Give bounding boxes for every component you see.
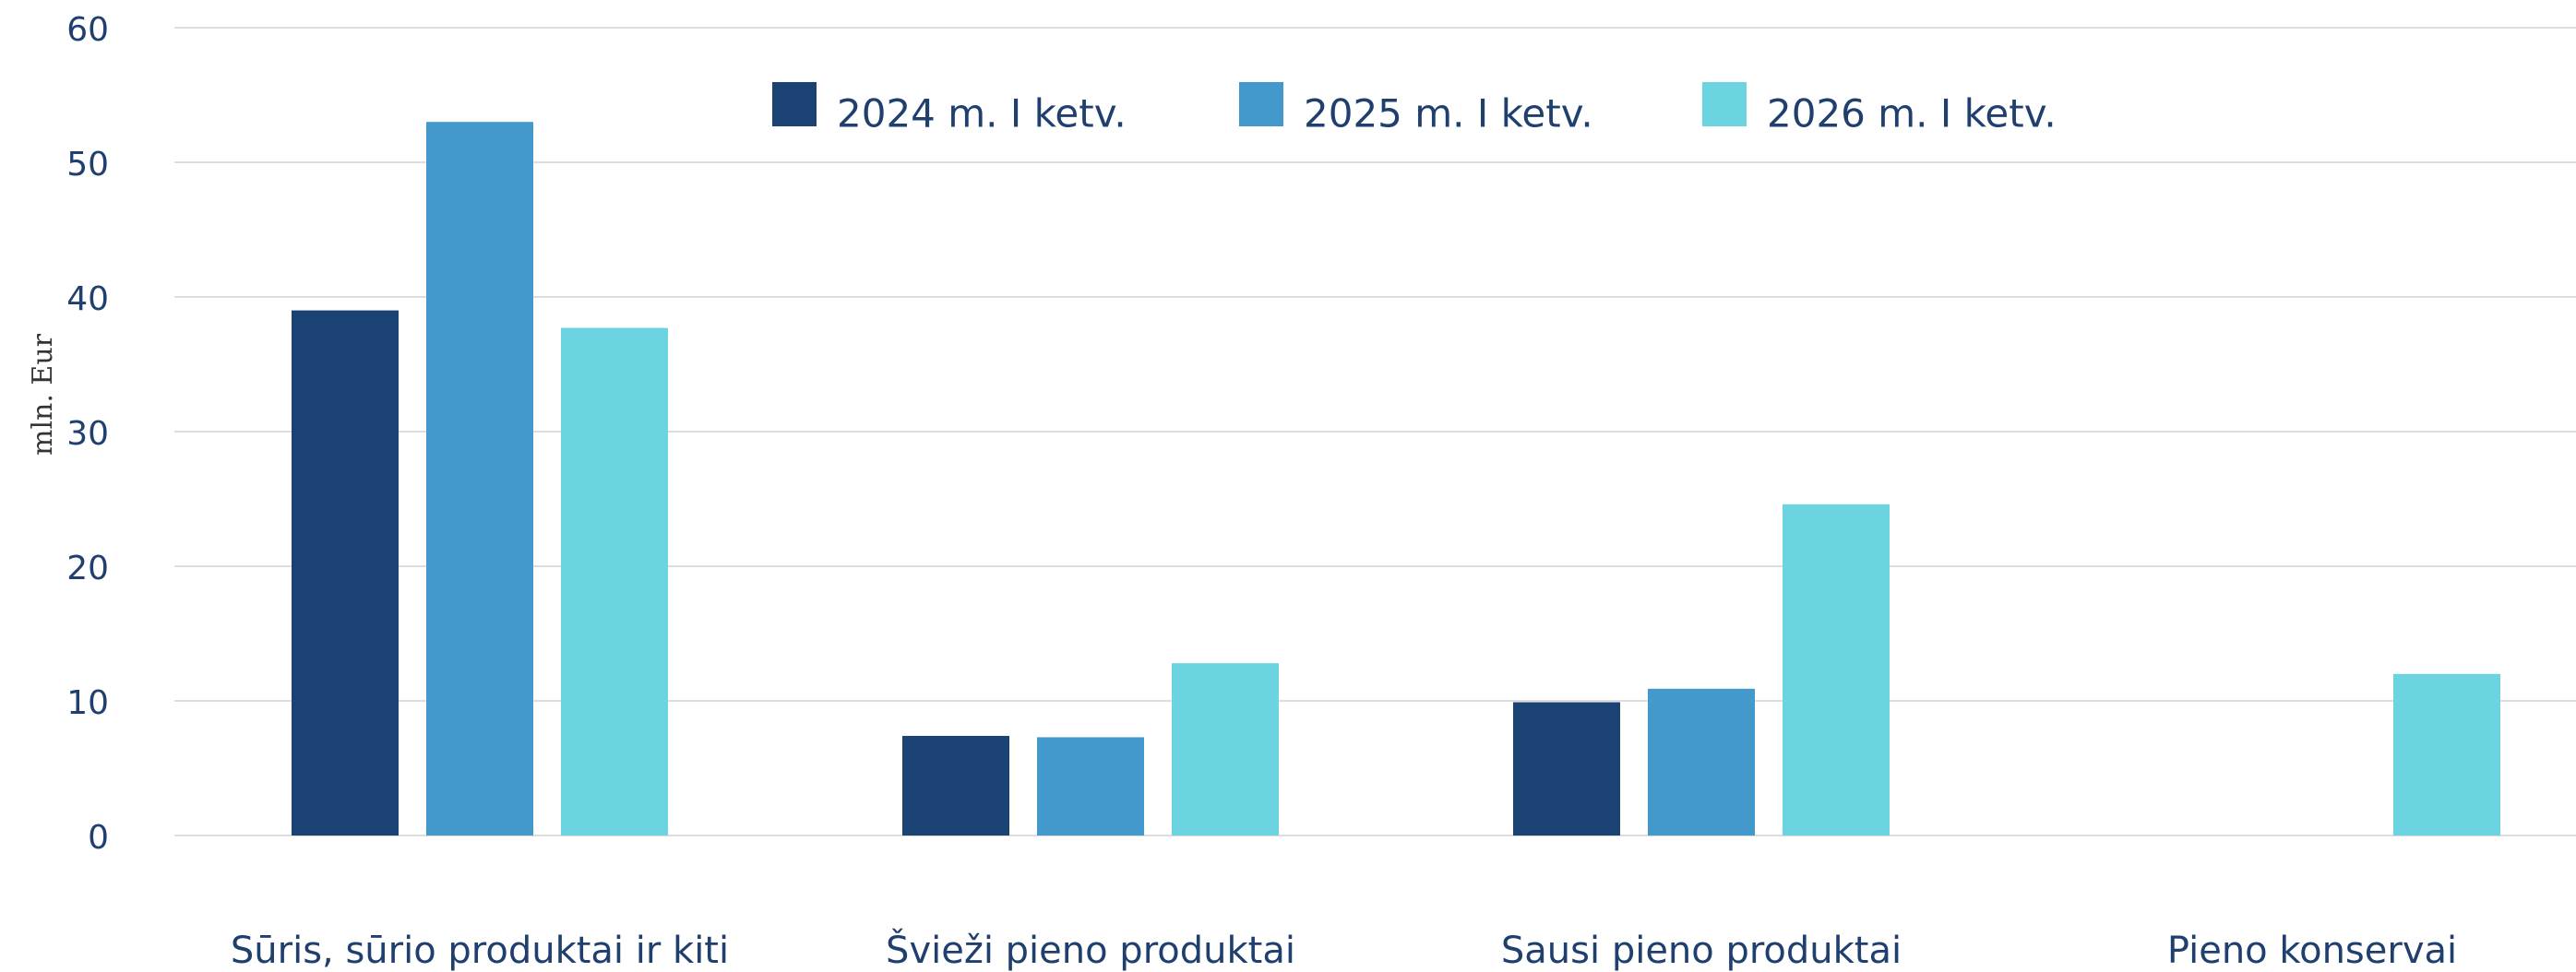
y-axis-label: mln. Eur — [27, 333, 59, 456]
x-tick-label: Pieno konservai — [2167, 930, 2457, 972]
bar — [1648, 688, 1755, 836]
bar — [1513, 702, 1620, 836]
bar — [1172, 663, 1279, 836]
bar — [561, 327, 668, 836]
bar — [902, 735, 1009, 836]
x-tick-label: Sausi pieno produktai — [1501, 930, 1902, 972]
y-tick-label: 0 — [88, 819, 109, 857]
y-tick-label: 60 — [66, 11, 109, 49]
y-tick-label: 10 — [66, 684, 109, 722]
bar — [2393, 673, 2500, 836]
legend-label: 2025 m. I ketv. — [1304, 91, 1593, 136]
legend-label: 2024 m. I ketv. — [837, 91, 1127, 136]
bar — [1783, 504, 1890, 836]
y-tick-label: 50 — [66, 146, 109, 184]
bar — [1037, 737, 1144, 836]
legend-swatch — [1702, 82, 1747, 126]
legend-swatch — [1239, 82, 1283, 126]
bar — [426, 122, 533, 836]
legend-label: 2026 m. I ketv. — [1767, 91, 2057, 136]
y-tick-label: 40 — [66, 280, 109, 318]
y-tick-label: 20 — [66, 550, 109, 587]
bar — [292, 310, 399, 836]
y-tick-label: 30 — [66, 415, 109, 453]
legend-swatch — [772, 82, 817, 126]
x-tick-label: Švieži pieno produktai — [886, 928, 1295, 972]
x-tick-label: Sūris, sūrio produktai ir kiti — [231, 930, 729, 972]
